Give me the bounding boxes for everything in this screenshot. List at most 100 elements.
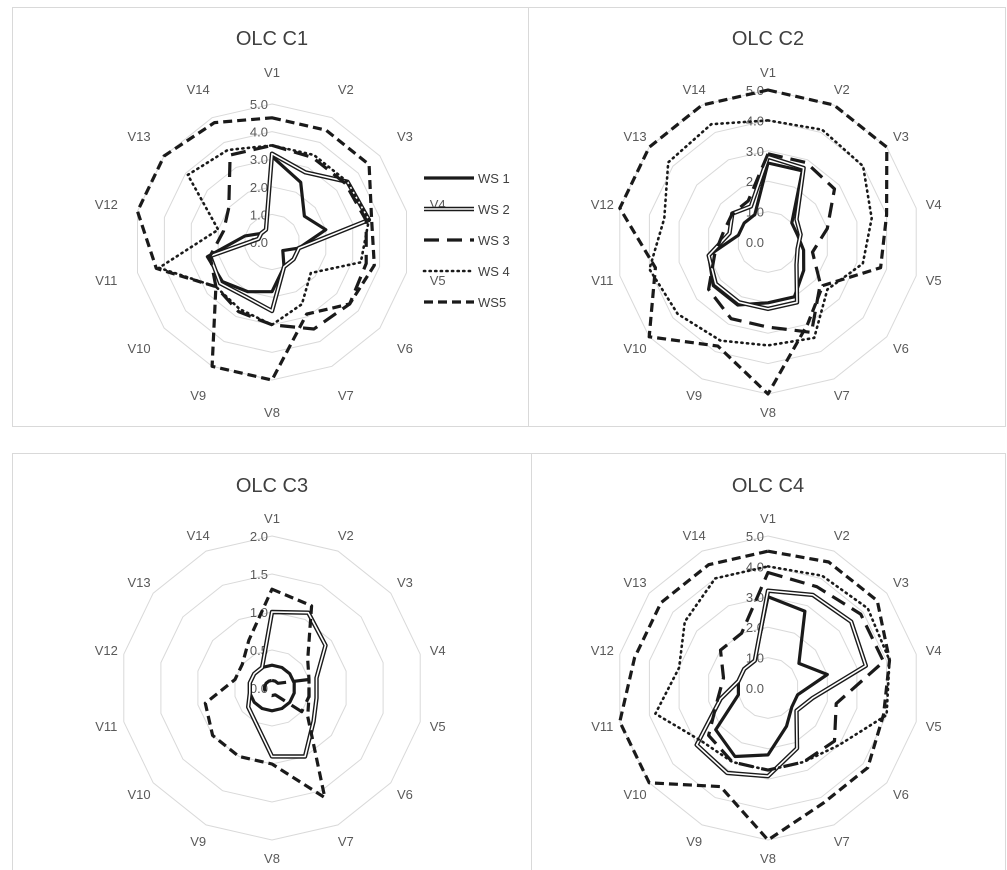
category-label-olc-c2-v11: V11: [591, 273, 613, 288]
category-label-olc-c4-v2: V2: [834, 528, 850, 543]
gridline-olc-c4-2-0: [708, 626, 828, 750]
series-line-olc-c1-ws-1: [205, 154, 328, 294]
category-label-olc-c3-v14: V14: [187, 528, 210, 543]
category-label-olc-c3-v11: V11: [95, 719, 117, 734]
category-label-olc-c3-v3: V3: [397, 575, 413, 590]
series-line-olc-c2-ws5: [618, 88, 889, 396]
gridline-olc-c1-3-0: [190, 158, 354, 326]
tick-label-olc-c3-1-5: 1.5: [250, 567, 268, 582]
category-label-olc-c3-v9: V9: [190, 834, 206, 849]
tick-label-olc-c4-0-0: 0.0: [746, 681, 764, 696]
category-label-olc-c1-v6: V6: [397, 341, 413, 356]
category-label-olc-c4-v3: V3: [893, 575, 909, 590]
legend-label-ws-1: WS 1: [478, 171, 510, 186]
category-label-olc-c2-v3: V3: [893, 129, 909, 144]
category-label-olc-c2-v2: V2: [834, 82, 850, 97]
legend-item-ws5: WS5: [424, 295, 506, 310]
series-line-olc-c3-ws-3: [263, 677, 311, 714]
legend-item-ws-4: WS 4: [422, 264, 510, 279]
legend: WS 1 WS 2 WS 3 WS 4 WS5: [422, 171, 510, 310]
series-olc-c2-ws-3: [706, 152, 837, 334]
radar-chart-olc-c3: OLC C30.00.51.01.52.0V1V2V3V4V5V6V7V8V9V…: [95, 475, 446, 866]
series-olc-c1-ws-4: [157, 144, 371, 327]
category-label-olc-c3-v13: V13: [128, 575, 151, 590]
chart-title-olc-c3: OLC C3: [236, 475, 308, 497]
chart-title-olc-c4: OLC C4: [732, 475, 804, 497]
category-label-olc-c3-v12: V12: [95, 643, 118, 658]
series-olc-c2-ws-2: [706, 154, 806, 312]
category-label-olc-c4-v10: V10: [624, 787, 647, 802]
category-label-olc-c4-v6: V6: [893, 787, 909, 802]
series-line-olc-c1-ws5: [135, 116, 376, 382]
category-label-olc-c2-v7: V7: [834, 388, 850, 403]
tick-label-olc-c3-2-0: 2.0: [250, 529, 268, 544]
category-label-olc-c3-v4: V4: [430, 643, 446, 658]
category-label-olc-c3-v8: V8: [264, 851, 280, 866]
series-olc-c1-ws-1: [205, 154, 328, 294]
category-label-olc-c1-v7: V7: [338, 388, 354, 403]
category-label-olc-c2-v10: V10: [624, 341, 647, 356]
tick-label-olc-c4-5-0: 5.0: [746, 529, 764, 544]
category-label-olc-c2-v6: V6: [893, 341, 909, 356]
category-label-olc-c4-v5: V5: [926, 719, 942, 734]
series-line-olc-c4-ws-2-inner: [695, 589, 867, 778]
legend-item-ws-1: WS 1: [424, 171, 510, 186]
category-label-olc-c1-v1: V1: [264, 65, 280, 80]
series-line-olc-c2-ws-4: [648, 119, 874, 347]
category-label-olc-c1-v10: V10: [128, 341, 151, 356]
gridline-olc-c3-0-5: [234, 649, 310, 727]
tick-label-olc-c4-3-0: 3.0: [746, 590, 764, 605]
series-line-olc-c2-ws-2-inner: [707, 156, 805, 310]
category-label-olc-c4-v4: V4: [926, 643, 942, 658]
series-olc-c4-ws-4: [654, 565, 891, 772]
gridline-olc-c1-2-0: [217, 186, 327, 298]
tick-label-olc-c2-3-0: 3.0: [746, 144, 764, 159]
series-olc-c2-ws5: [618, 88, 889, 396]
series-olc-c2-ws-4: [648, 119, 874, 347]
tick-label-olc-c3-1-0: 1.0: [250, 605, 268, 620]
radar-chart-olc-c1: OLC C10.01.02.03.04.05.0V1V2V3V4V5V6V7V8…: [95, 28, 446, 420]
category-label-olc-c4-v14: V14: [683, 528, 706, 543]
series-line-olc-c4-ws-1: [714, 595, 829, 759]
category-label-olc-c4-v13: V13: [624, 575, 647, 590]
series-line-olc-c1-ws-4: [157, 144, 371, 327]
tick-label-olc-c1-2-0: 2.0: [250, 180, 268, 195]
tick-label-olc-c1-3-0: 3.0: [250, 152, 268, 167]
legend-item-ws-2: WS 2: [424, 202, 510, 217]
series-line-olc-c4-ws-2: [694, 588, 868, 779]
series-line-olc-c2-ws-1: [707, 161, 806, 307]
category-label-olc-c3-v5: V5: [430, 719, 446, 734]
category-label-olc-c1-v12: V12: [95, 197, 118, 212]
category-label-olc-c2-v8: V8: [760, 405, 776, 420]
category-label-olc-c1-v13: V13: [128, 129, 151, 144]
series-olc-c1-ws5: [135, 116, 376, 382]
category-label-olc-c1-v2: V2: [338, 82, 354, 97]
legend-item-ws-3: WS 3: [424, 233, 510, 248]
series-olc-c4-ws-1: [714, 595, 829, 759]
radar-chart-olc-c2: OLC C20.01.02.03.04.05.0V1V2V3V4V5V6V7V8…: [591, 28, 942, 420]
series-olc-c3-ws-2: [245, 609, 328, 759]
category-label-olc-c4-v1: V1: [760, 511, 776, 526]
legend-label-ws-3: WS 3: [478, 233, 510, 248]
chart-title-olc-c2: OLC C2: [732, 28, 804, 50]
gridline-olc-c1-4-0: [163, 131, 381, 353]
gridline-olc-c4-4-0: [648, 565, 888, 811]
chart-title-olc-c1: OLC C1: [236, 28, 308, 50]
series-olc-c3-ws5: [203, 587, 327, 800]
series-line-olc-c3-ws5: [203, 587, 327, 800]
category-label-olc-c3-v2: V2: [338, 528, 354, 543]
category-label-olc-c2-v5: V5: [926, 273, 942, 288]
category-label-olc-c3-v6: V6: [397, 787, 413, 802]
gridline-olc-c2-4-0: [648, 119, 888, 365]
radar-chart-olc-c4: OLC C40.01.02.03.04.05.0V1V2V3V4V5V6V7V8…: [591, 475, 942, 866]
tick-label-olc-c1-4-0: 4.0: [250, 125, 268, 140]
gridline-olc-c2-3-0: [678, 150, 858, 334]
category-label-olc-c3-v7: V7: [338, 834, 354, 849]
tick-label-olc-c1-1-0: 1.0: [250, 207, 268, 222]
category-label-olc-c2-v13: V13: [624, 129, 647, 144]
chart-layer: OLC C1 0.0 1.0 2.0 3.0 4.0 5.0 V1 V2 V3 V4 V5 V6 V7 V8…: [95, 28, 942, 866]
series-line-olc-c3-ws-2-inner: [247, 611, 327, 758]
panel-frame-c4: [531, 453, 1006, 870]
category-label-olc-c2-v14: V14: [683, 82, 706, 97]
